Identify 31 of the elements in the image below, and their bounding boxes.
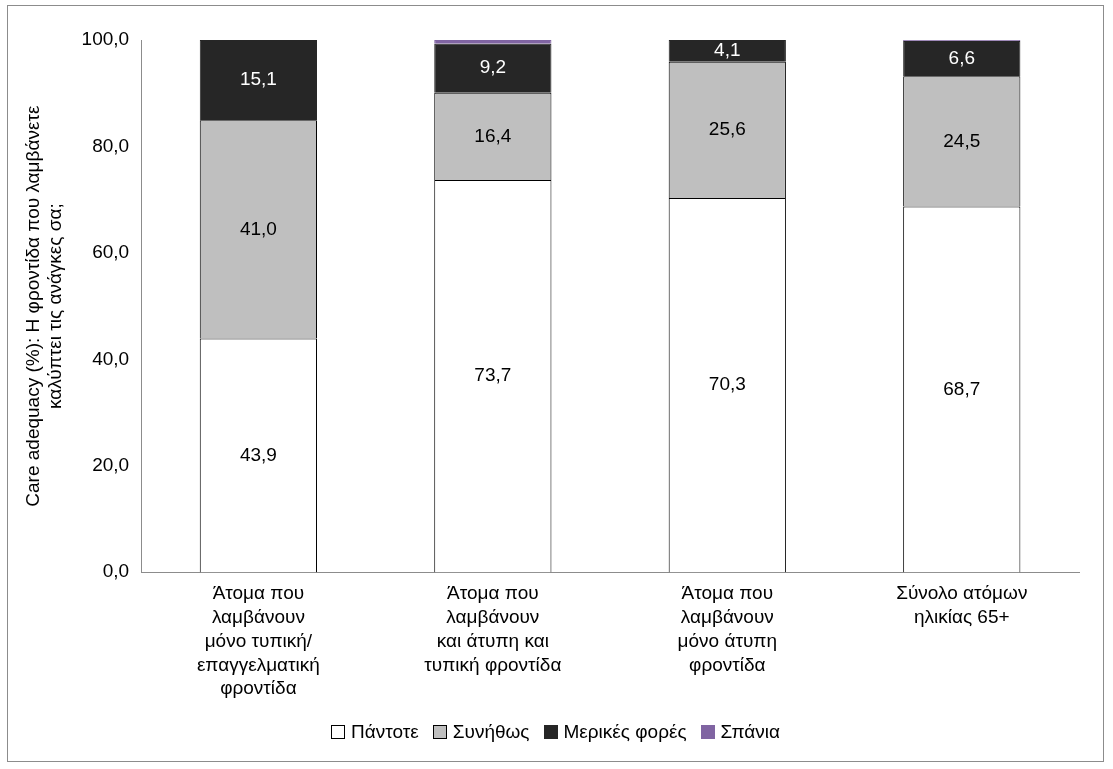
x-tick-label: Σύνολο ατόμων ηλικίας 65+	[896, 582, 1028, 628]
x-tick-label: Άτομα που λαμβάνουν και άτυπη και τυπική φροντίδα	[424, 582, 562, 675]
data-label: 68,7	[943, 377, 981, 399]
y-tick-label: 20,0	[92, 454, 130, 476]
data-label: 41,0	[239, 217, 277, 239]
legend-label: Μερικές φορές	[563, 721, 687, 743]
y-tick-label: 0,0	[102, 560, 130, 582]
y-tick-label: 40,0	[92, 347, 130, 369]
data-label: 6,6	[948, 46, 975, 68]
y-tick-label: 60,0	[92, 241, 130, 263]
y-tick-label: 100,0	[81, 28, 130, 50]
data-label: 70,3	[708, 373, 746, 395]
bar	[199, 40, 317, 121]
y-axis-title: Care adequacy (%): Η φροντίδα που λαμβάνετε καλύπτει τις ανάγκες σα;	[21, 105, 66, 507]
data-label: 43,9	[239, 443, 277, 465]
data-label: 9,2	[479, 56, 507, 78]
data-label: 73,7	[474, 364, 512, 386]
legend-label: Συνήθως	[452, 721, 530, 743]
bar	[668, 40, 786, 62]
data-label: 16,4	[474, 124, 512, 146]
legend-label: Σπάνια	[720, 721, 780, 743]
legend-label: Πάντοτε	[351, 721, 419, 743]
data-label: 24,5	[943, 129, 981, 151]
bar	[903, 41, 1021, 77]
data-label: 15,1	[239, 68, 277, 90]
data-label: 25,6	[708, 118, 746, 140]
x-tick-label: Άτομα που λαμβάνουν μόνο τυπική/ επαγγελματική φροντίδα	[196, 582, 320, 699]
bar	[434, 43, 552, 93]
data-label: 4,1	[714, 39, 741, 61]
x-tick-label: Άτομα που λαμβάνουν μόνο άτυπη φροντίδα	[677, 582, 778, 675]
y-tick-label: 80,0	[92, 134, 130, 156]
